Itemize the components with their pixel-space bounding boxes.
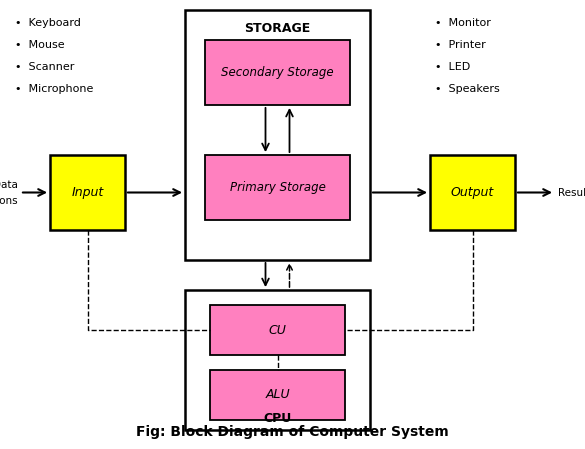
Text: •  Speakers: • Speakers bbox=[435, 84, 500, 94]
Text: STORAGE: STORAGE bbox=[245, 22, 311, 35]
Text: CPU: CPU bbox=[263, 411, 292, 424]
Text: •  Scanner: • Scanner bbox=[15, 62, 74, 72]
Text: Fig: Block Diagram of Computer System: Fig: Block Diagram of Computer System bbox=[136, 425, 449, 439]
Bar bbox=[205, 40, 350, 105]
Bar bbox=[205, 155, 350, 220]
Text: Output: Output bbox=[451, 186, 494, 199]
Text: CU: CU bbox=[269, 323, 287, 336]
Bar bbox=[185, 290, 370, 430]
Text: Primary Storage: Primary Storage bbox=[229, 181, 325, 194]
Bar bbox=[210, 370, 345, 420]
Text: •  Microphone: • Microphone bbox=[15, 84, 94, 94]
Text: •  Keyboard: • Keyboard bbox=[15, 18, 81, 28]
Bar bbox=[210, 305, 345, 355]
Bar bbox=[430, 155, 515, 230]
Text: Results: Results bbox=[558, 188, 585, 198]
Text: Instructions: Instructions bbox=[0, 195, 18, 206]
Text: •  Monitor: • Monitor bbox=[435, 18, 491, 28]
Bar bbox=[185, 10, 370, 260]
Text: ALU: ALU bbox=[265, 388, 290, 401]
Text: •  LED: • LED bbox=[435, 62, 470, 72]
Text: •  Mouse: • Mouse bbox=[15, 40, 64, 50]
Text: Input: Input bbox=[71, 186, 104, 199]
Text: •  Printer: • Printer bbox=[435, 40, 486, 50]
Bar bbox=[50, 155, 125, 230]
Text: Secondary Storage: Secondary Storage bbox=[221, 66, 334, 79]
Text: Data: Data bbox=[0, 180, 18, 189]
